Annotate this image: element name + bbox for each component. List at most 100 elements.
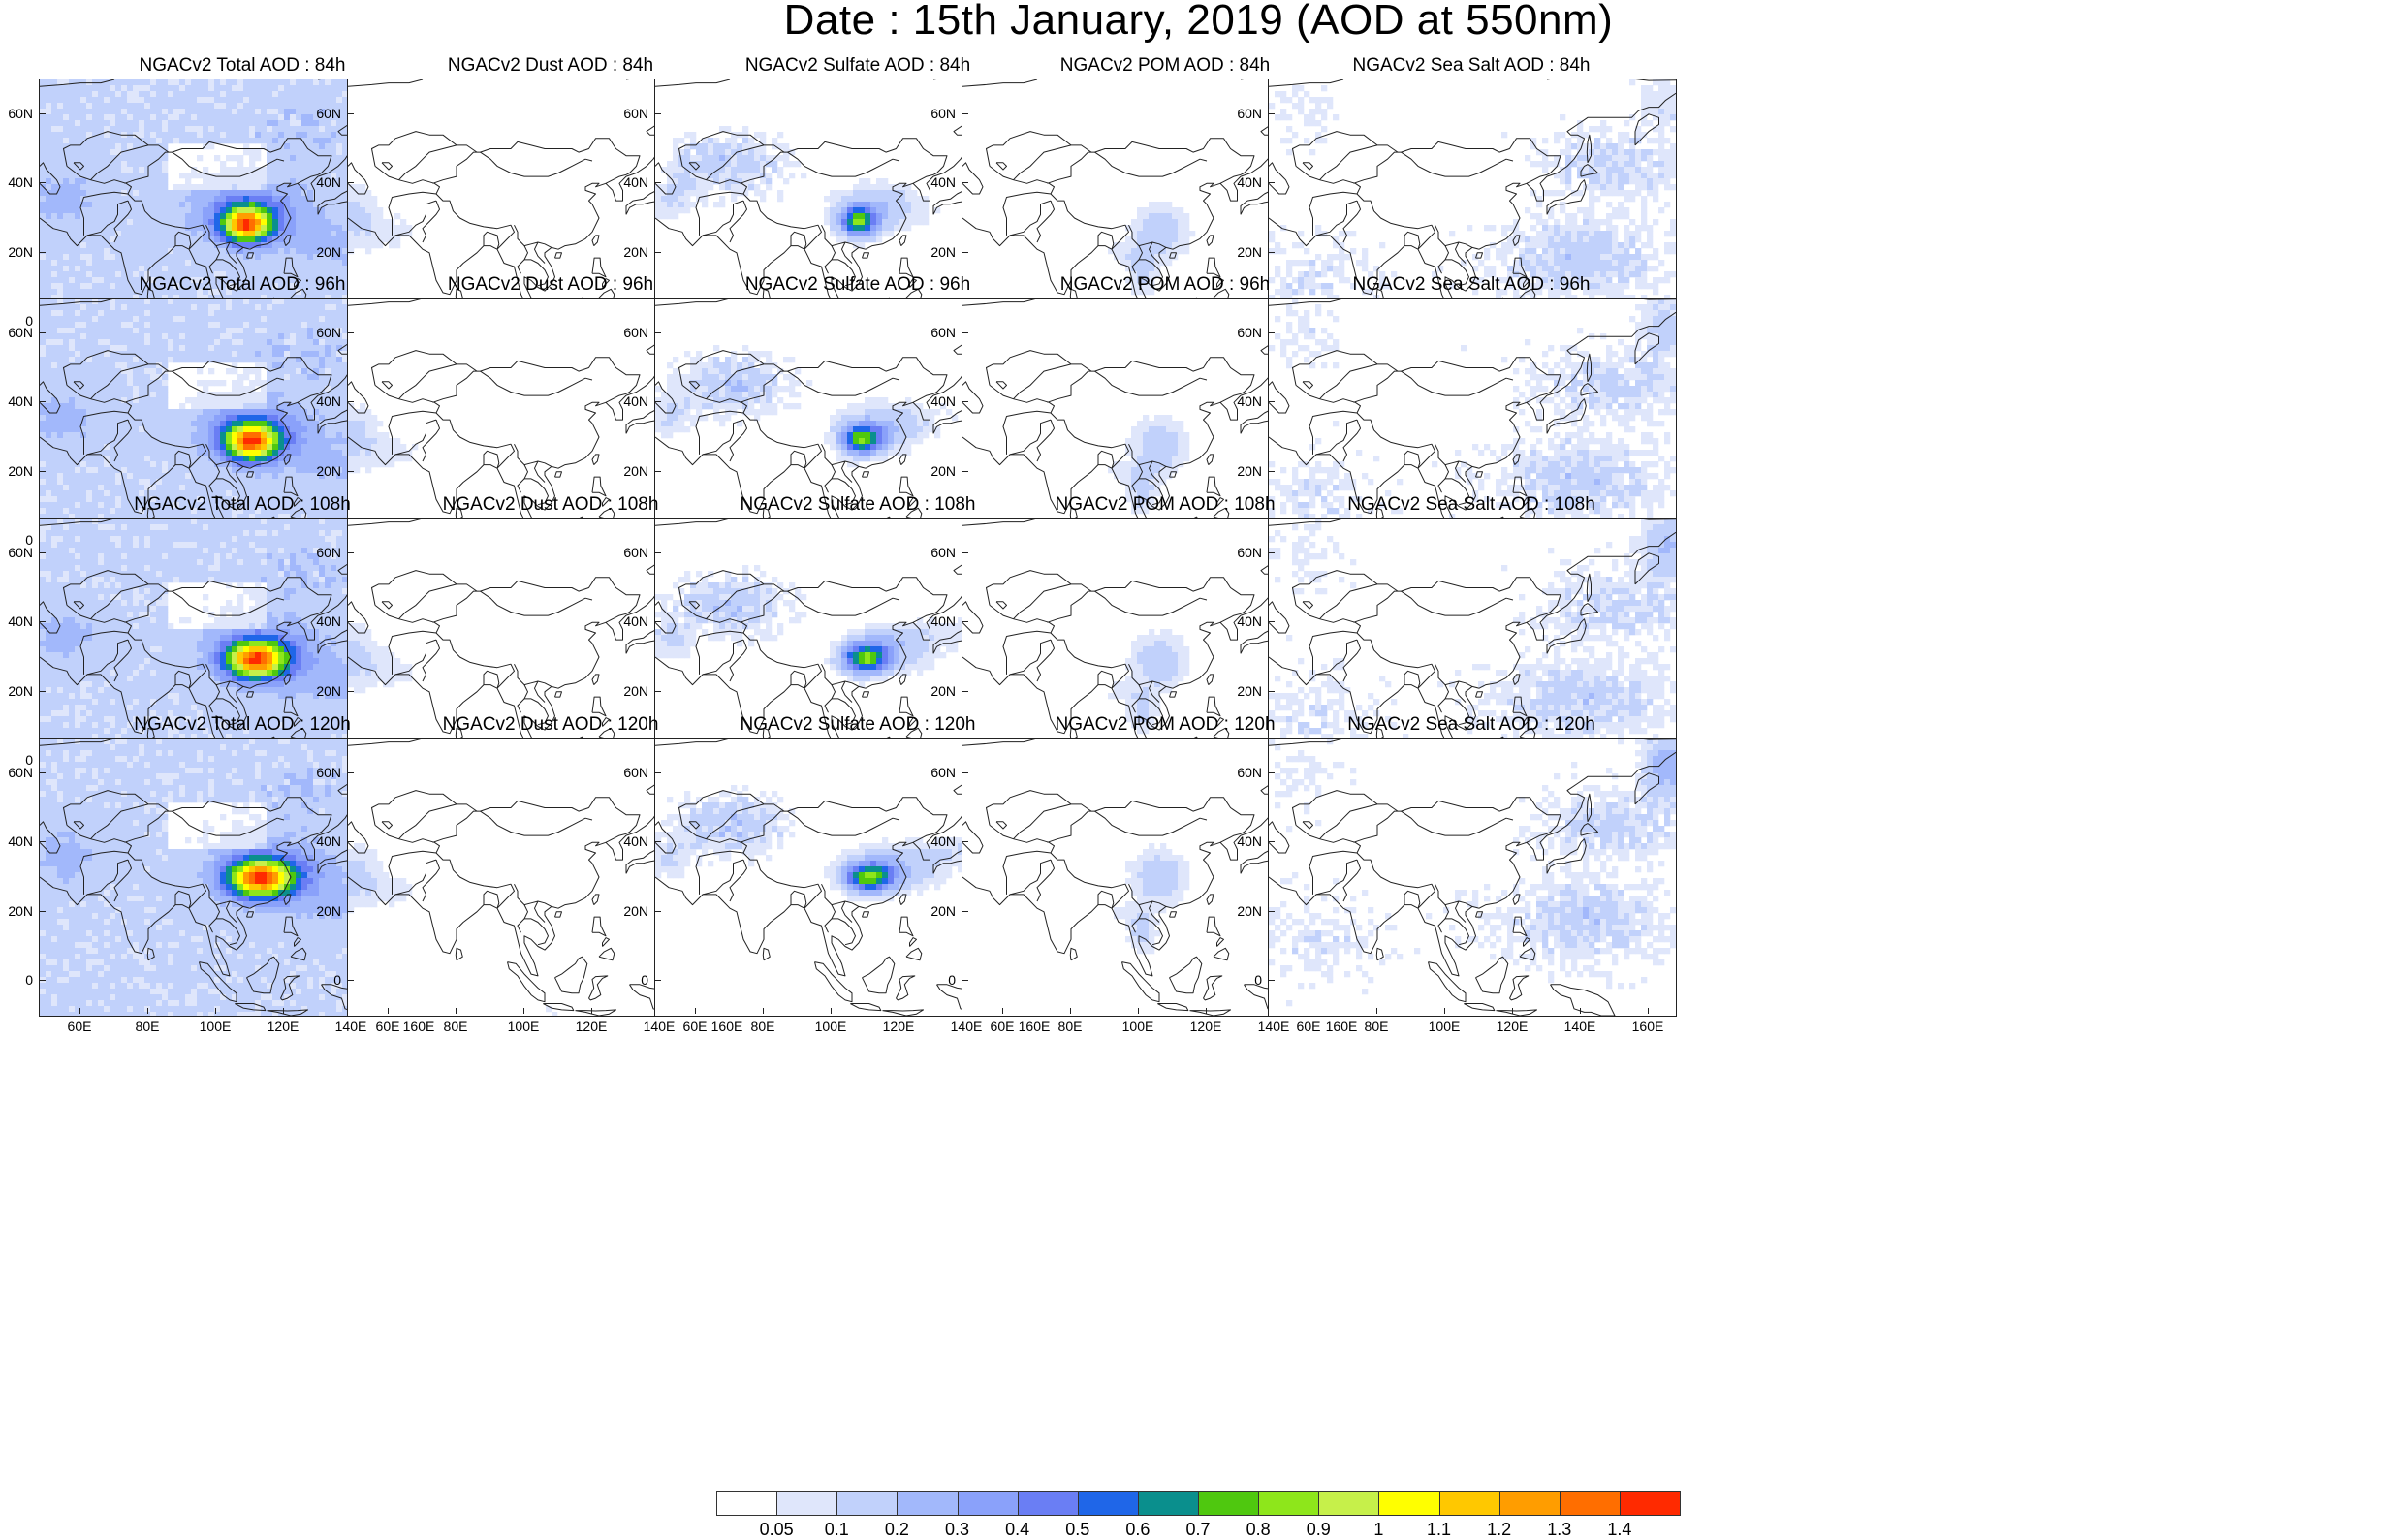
lat-tick-label: 40N xyxy=(308,614,341,628)
lat-tick-mark xyxy=(655,182,661,183)
lat-tick-mark xyxy=(348,841,354,842)
colorbar-label: 1.3 xyxy=(1535,1520,1584,1540)
lat-tick-label: 40N xyxy=(923,614,956,628)
lat-tick-mark xyxy=(655,980,661,981)
lat-tick-label: 40N xyxy=(923,834,956,848)
panel-title: NGACv2 Sea Salt AOD : 108h xyxy=(1268,494,1675,516)
lat-tick-label: 20N xyxy=(1229,904,1262,918)
colorbar-swatch xyxy=(1018,1491,1079,1516)
lon-tick-label: 80E xyxy=(123,1019,172,1034)
aod-map xyxy=(1269,739,1676,1016)
lat-tick-label: 60N xyxy=(1229,107,1262,120)
colorbar-swatch xyxy=(897,1491,958,1516)
lat-tick-mark xyxy=(655,113,661,114)
lon-tick-label: 120E xyxy=(259,1019,307,1034)
colorbar-label: 0.9 xyxy=(1294,1520,1342,1540)
lat-tick-label: 20N xyxy=(308,464,341,478)
colorbar-label: 0.4 xyxy=(993,1520,1042,1540)
lon-tick-mark xyxy=(695,1008,696,1014)
lon-tick-mark xyxy=(147,1008,148,1014)
lat-tick-label: 60N xyxy=(615,766,648,779)
lat-tick-mark xyxy=(1269,252,1275,253)
lat-tick-label: 40N xyxy=(615,614,648,628)
lat-tick-mark xyxy=(348,182,354,183)
lat-tick-label: 20N xyxy=(0,464,33,478)
lat-tick-label: 40N xyxy=(308,834,341,848)
lat-tick-mark xyxy=(348,980,354,981)
lat-tick-mark xyxy=(40,772,46,773)
colorbar-label: 0.1 xyxy=(812,1520,861,1540)
lat-tick-label: 0 xyxy=(615,973,648,987)
lat-tick-mark xyxy=(348,772,354,773)
lat-tick-label: 0 xyxy=(923,973,956,987)
lon-tick-label: 120E xyxy=(1488,1019,1536,1034)
lon-tick-mark xyxy=(1002,1008,1003,1014)
lat-tick-mark xyxy=(962,552,968,553)
lat-tick-label: 40N xyxy=(0,834,33,848)
lat-tick-mark xyxy=(40,911,46,912)
lon-tick-label: 120E xyxy=(567,1019,615,1034)
lat-tick-label: 40N xyxy=(923,394,956,408)
colorbar-swatch xyxy=(1258,1491,1319,1516)
lat-tick-label: 40N xyxy=(1229,394,1262,408)
colorbar-swatch xyxy=(1318,1491,1379,1516)
lat-tick-mark xyxy=(40,621,46,622)
lat-tick-mark xyxy=(655,252,661,253)
lat-tick-mark xyxy=(655,621,661,622)
lat-tick-label: 20N xyxy=(1229,464,1262,478)
lon-tick-mark xyxy=(388,1008,389,1014)
lat-tick-mark xyxy=(40,980,46,981)
lon-tick-label: 80E xyxy=(1352,1019,1401,1034)
colorbar-label: 0.7 xyxy=(1174,1520,1222,1540)
lat-tick-label: 60N xyxy=(308,546,341,559)
lat-tick-mark xyxy=(40,471,46,472)
lat-tick-mark xyxy=(348,401,354,402)
lat-tick-label: 40N xyxy=(1229,614,1262,628)
lon-tick-mark xyxy=(1206,1008,1207,1014)
lon-tick-mark xyxy=(215,1008,216,1014)
lat-tick-label: 20N xyxy=(308,245,341,259)
aod-shading xyxy=(1269,739,1676,1006)
lat-tick-label: 60N xyxy=(0,326,33,339)
lon-tick-mark xyxy=(1070,1008,1071,1014)
lon-tick-mark xyxy=(523,1008,524,1014)
colorbar-label: 0.3 xyxy=(933,1520,982,1540)
colorbar-swatch xyxy=(1138,1491,1199,1516)
lat-tick-mark xyxy=(655,772,661,773)
lat-tick-label: 40N xyxy=(0,175,33,189)
lat-tick-label: 40N xyxy=(615,834,648,848)
lat-tick-label: 40N xyxy=(0,614,33,628)
lon-tick-mark xyxy=(763,1008,764,1014)
lon-tick-label: 80E xyxy=(431,1019,480,1034)
lat-tick-label: 0 xyxy=(308,973,341,987)
figure-title: Date : 15th January, 2019 (AOD at 550nm) xyxy=(0,0,2397,45)
lon-tick-mark xyxy=(831,1008,832,1014)
lat-tick-mark xyxy=(40,182,46,183)
lat-tick-label: 40N xyxy=(615,394,648,408)
lat-tick-mark xyxy=(40,113,46,114)
lat-tick-mark xyxy=(348,113,354,114)
lat-tick-mark xyxy=(40,841,46,842)
lat-tick-mark xyxy=(40,691,46,692)
colorbar-swatch xyxy=(1378,1491,1439,1516)
lat-tick-mark xyxy=(962,401,968,402)
lat-tick-mark xyxy=(348,621,354,622)
lon-tick-mark xyxy=(1580,1008,1581,1014)
lat-tick-mark xyxy=(1269,621,1275,622)
lon-tick-label: 100E xyxy=(499,1019,548,1034)
lat-tick-mark xyxy=(348,252,354,253)
lat-tick-label: 60N xyxy=(615,107,648,120)
lat-tick-mark xyxy=(655,471,661,472)
colorbar-swatch xyxy=(1439,1491,1500,1516)
lat-tick-label: 60N xyxy=(308,326,341,339)
lat-tick-label: 60N xyxy=(0,546,33,559)
lon-tick-label: 80E xyxy=(739,1019,787,1034)
lat-tick-mark xyxy=(655,841,661,842)
lat-tick-label: 60N xyxy=(0,766,33,779)
lon-tick-label: 160E xyxy=(1624,1019,1672,1034)
lon-tick-label: 100E xyxy=(1420,1019,1468,1034)
lon-tick-label: 60E xyxy=(671,1019,719,1034)
lat-tick-label: 20N xyxy=(923,904,956,918)
lat-tick-label: 60N xyxy=(308,766,341,779)
lon-tick-mark xyxy=(591,1008,592,1014)
